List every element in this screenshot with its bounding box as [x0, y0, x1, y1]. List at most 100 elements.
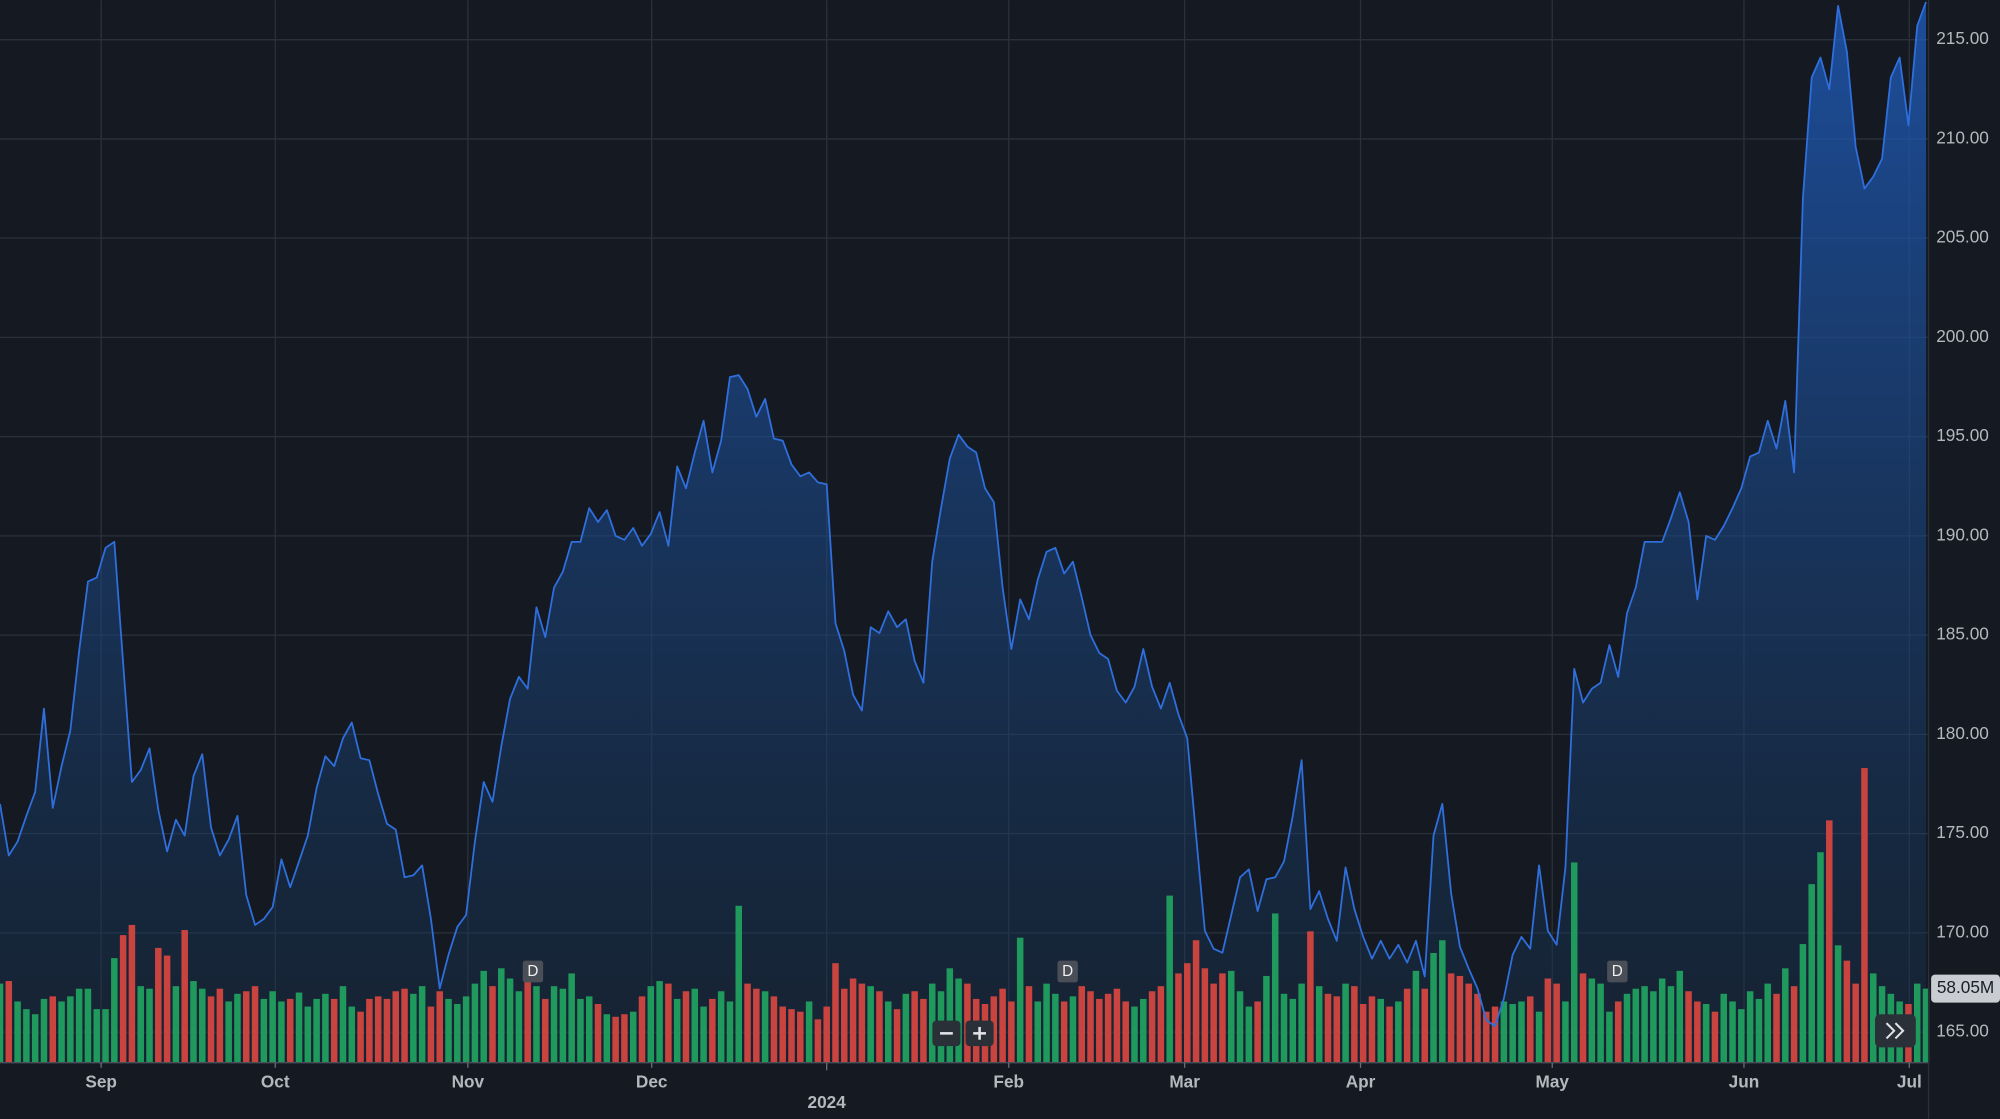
volume-bar — [1219, 973, 1226, 1063]
volume-bar — [832, 963, 839, 1063]
volume-bar — [471, 983, 479, 1063]
volume-bar — [858, 983, 866, 1063]
volume-bar — [0, 983, 4, 1063]
volume-bar — [93, 1009, 100, 1063]
event-marker-box — [1607, 960, 1628, 983]
volume-bar — [603, 1014, 611, 1063]
volume-bar — [761, 991, 769, 1063]
volume-bar — [1711, 1011, 1719, 1063]
volume-bar — [823, 1006, 830, 1063]
volume-bar — [1201, 968, 1209, 1063]
volume-bar — [1790, 986, 1798, 1063]
volume-bar — [480, 970, 487, 1063]
volume-bar — [1351, 986, 1358, 1063]
volume-bar — [427, 1006, 435, 1063]
x-tick-label: Sep — [85, 1072, 117, 1092]
volume-bar — [673, 998, 681, 1063]
volume-bar — [1052, 993, 1059, 1063]
volume-bar — [1588, 978, 1596, 1063]
volume-bar — [1491, 1006, 1499, 1063]
volume-bar — [805, 1001, 813, 1063]
volume-bar — [902, 993, 910, 1063]
y-tick-label: 205.00 — [1936, 227, 1989, 247]
x-tick-label: Jul — [1897, 1072, 1922, 1092]
volume-bar — [155, 947, 162, 1063]
volume-bar — [1773, 993, 1780, 1063]
volume-bar — [181, 930, 188, 1063]
volume-bar — [383, 998, 391, 1063]
event-marker-label: D — [527, 963, 538, 980]
y-tick-label: 195.00 — [1936, 425, 1989, 445]
volume-bar — [1368, 996, 1376, 1063]
volume-bar — [656, 981, 663, 1063]
volume-bar — [1271, 913, 1279, 1063]
volume-bar — [594, 1004, 602, 1063]
volume-bar — [1298, 983, 1305, 1063]
volume-bar — [1834, 945, 1842, 1063]
volume-bar — [1447, 973, 1455, 1063]
volume-bar — [1738, 1009, 1745, 1063]
volume-bar — [225, 1001, 232, 1063]
volume-bar — [1570, 862, 1578, 1063]
x-tick-label: Oct — [261, 1072, 290, 1092]
volume-bar — [647, 986, 655, 1063]
volume-bar — [1192, 940, 1200, 1063]
volume-bar — [1333, 996, 1341, 1063]
x-tick-label: May — [1536, 1072, 1570, 1092]
volume-bar — [1641, 986, 1648, 1063]
volume-bar — [1403, 988, 1411, 1063]
x-tick-label: 2024 — [808, 1092, 847, 1112]
volume-bar — [1113, 988, 1121, 1063]
volume-bar — [682, 991, 690, 1063]
chevron-1 — [1885, 1022, 1896, 1040]
price-line — [0, 1, 1927, 1028]
volume-bar — [1034, 1001, 1042, 1063]
volume-bar — [1060, 1001, 1068, 1063]
volume-bar — [1650, 991, 1657, 1063]
volume-bar — [1263, 975, 1270, 1063]
volume-bar — [1078, 986, 1085, 1063]
volume-bar — [1843, 960, 1851, 1063]
volume-bar — [638, 996, 646, 1063]
volume-bar — [1166, 895, 1173, 1063]
volume-bar — [753, 988, 760, 1063]
volume-bar — [920, 998, 927, 1063]
volume-bar — [726, 1001, 734, 1063]
volume-bar — [779, 1006, 786, 1063]
volume-bar — [251, 986, 259, 1063]
volume-bar — [691, 988, 699, 1063]
volume-bar — [111, 958, 118, 1063]
volume-bar — [146, 988, 153, 1063]
volume-bar — [612, 1016, 619, 1063]
x-tick-label: Dec — [636, 1072, 668, 1092]
volume-bar — [665, 983, 672, 1063]
volume-bar — [436, 991, 443, 1063]
x-tick-label: Jun — [1729, 1072, 1760, 1092]
x-tick-label: Apr — [1346, 1072, 1376, 1092]
volume-bar — [348, 1006, 356, 1063]
volume-bar — [744, 983, 751, 1063]
volume-bar — [955, 978, 962, 1063]
volume-bar — [788, 1009, 795, 1063]
volume-bar — [14, 1001, 21, 1063]
x-tick-label: Mar — [1169, 1072, 1200, 1092]
volume-bar — [1359, 1004, 1367, 1063]
volume-bar — [990, 996, 998, 1063]
scroll-to-end[interactable] — [1875, 1014, 1916, 1048]
volume-bar — [1694, 1001, 1701, 1063]
volume-bar — [1729, 1001, 1736, 1063]
volume-bar — [885, 1001, 892, 1063]
last-volume-tag: 58.05M — [1931, 974, 2000, 1003]
volume-bar — [946, 968, 954, 1063]
volume-bar — [1087, 991, 1094, 1063]
volume-bar — [1254, 1001, 1261, 1063]
volume-bar — [418, 986, 426, 1063]
volume-bar — [928, 983, 936, 1063]
volume-bar — [67, 996, 74, 1063]
volume-bar — [1008, 1001, 1015, 1063]
volume-bar — [1606, 1011, 1613, 1063]
volume-bar — [1685, 991, 1692, 1063]
volume-bar — [1175, 973, 1182, 1063]
